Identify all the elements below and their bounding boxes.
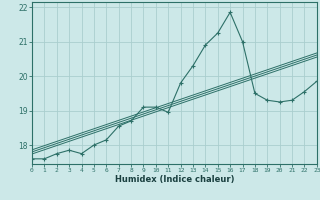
- X-axis label: Humidex (Indice chaleur): Humidex (Indice chaleur): [115, 175, 234, 184]
